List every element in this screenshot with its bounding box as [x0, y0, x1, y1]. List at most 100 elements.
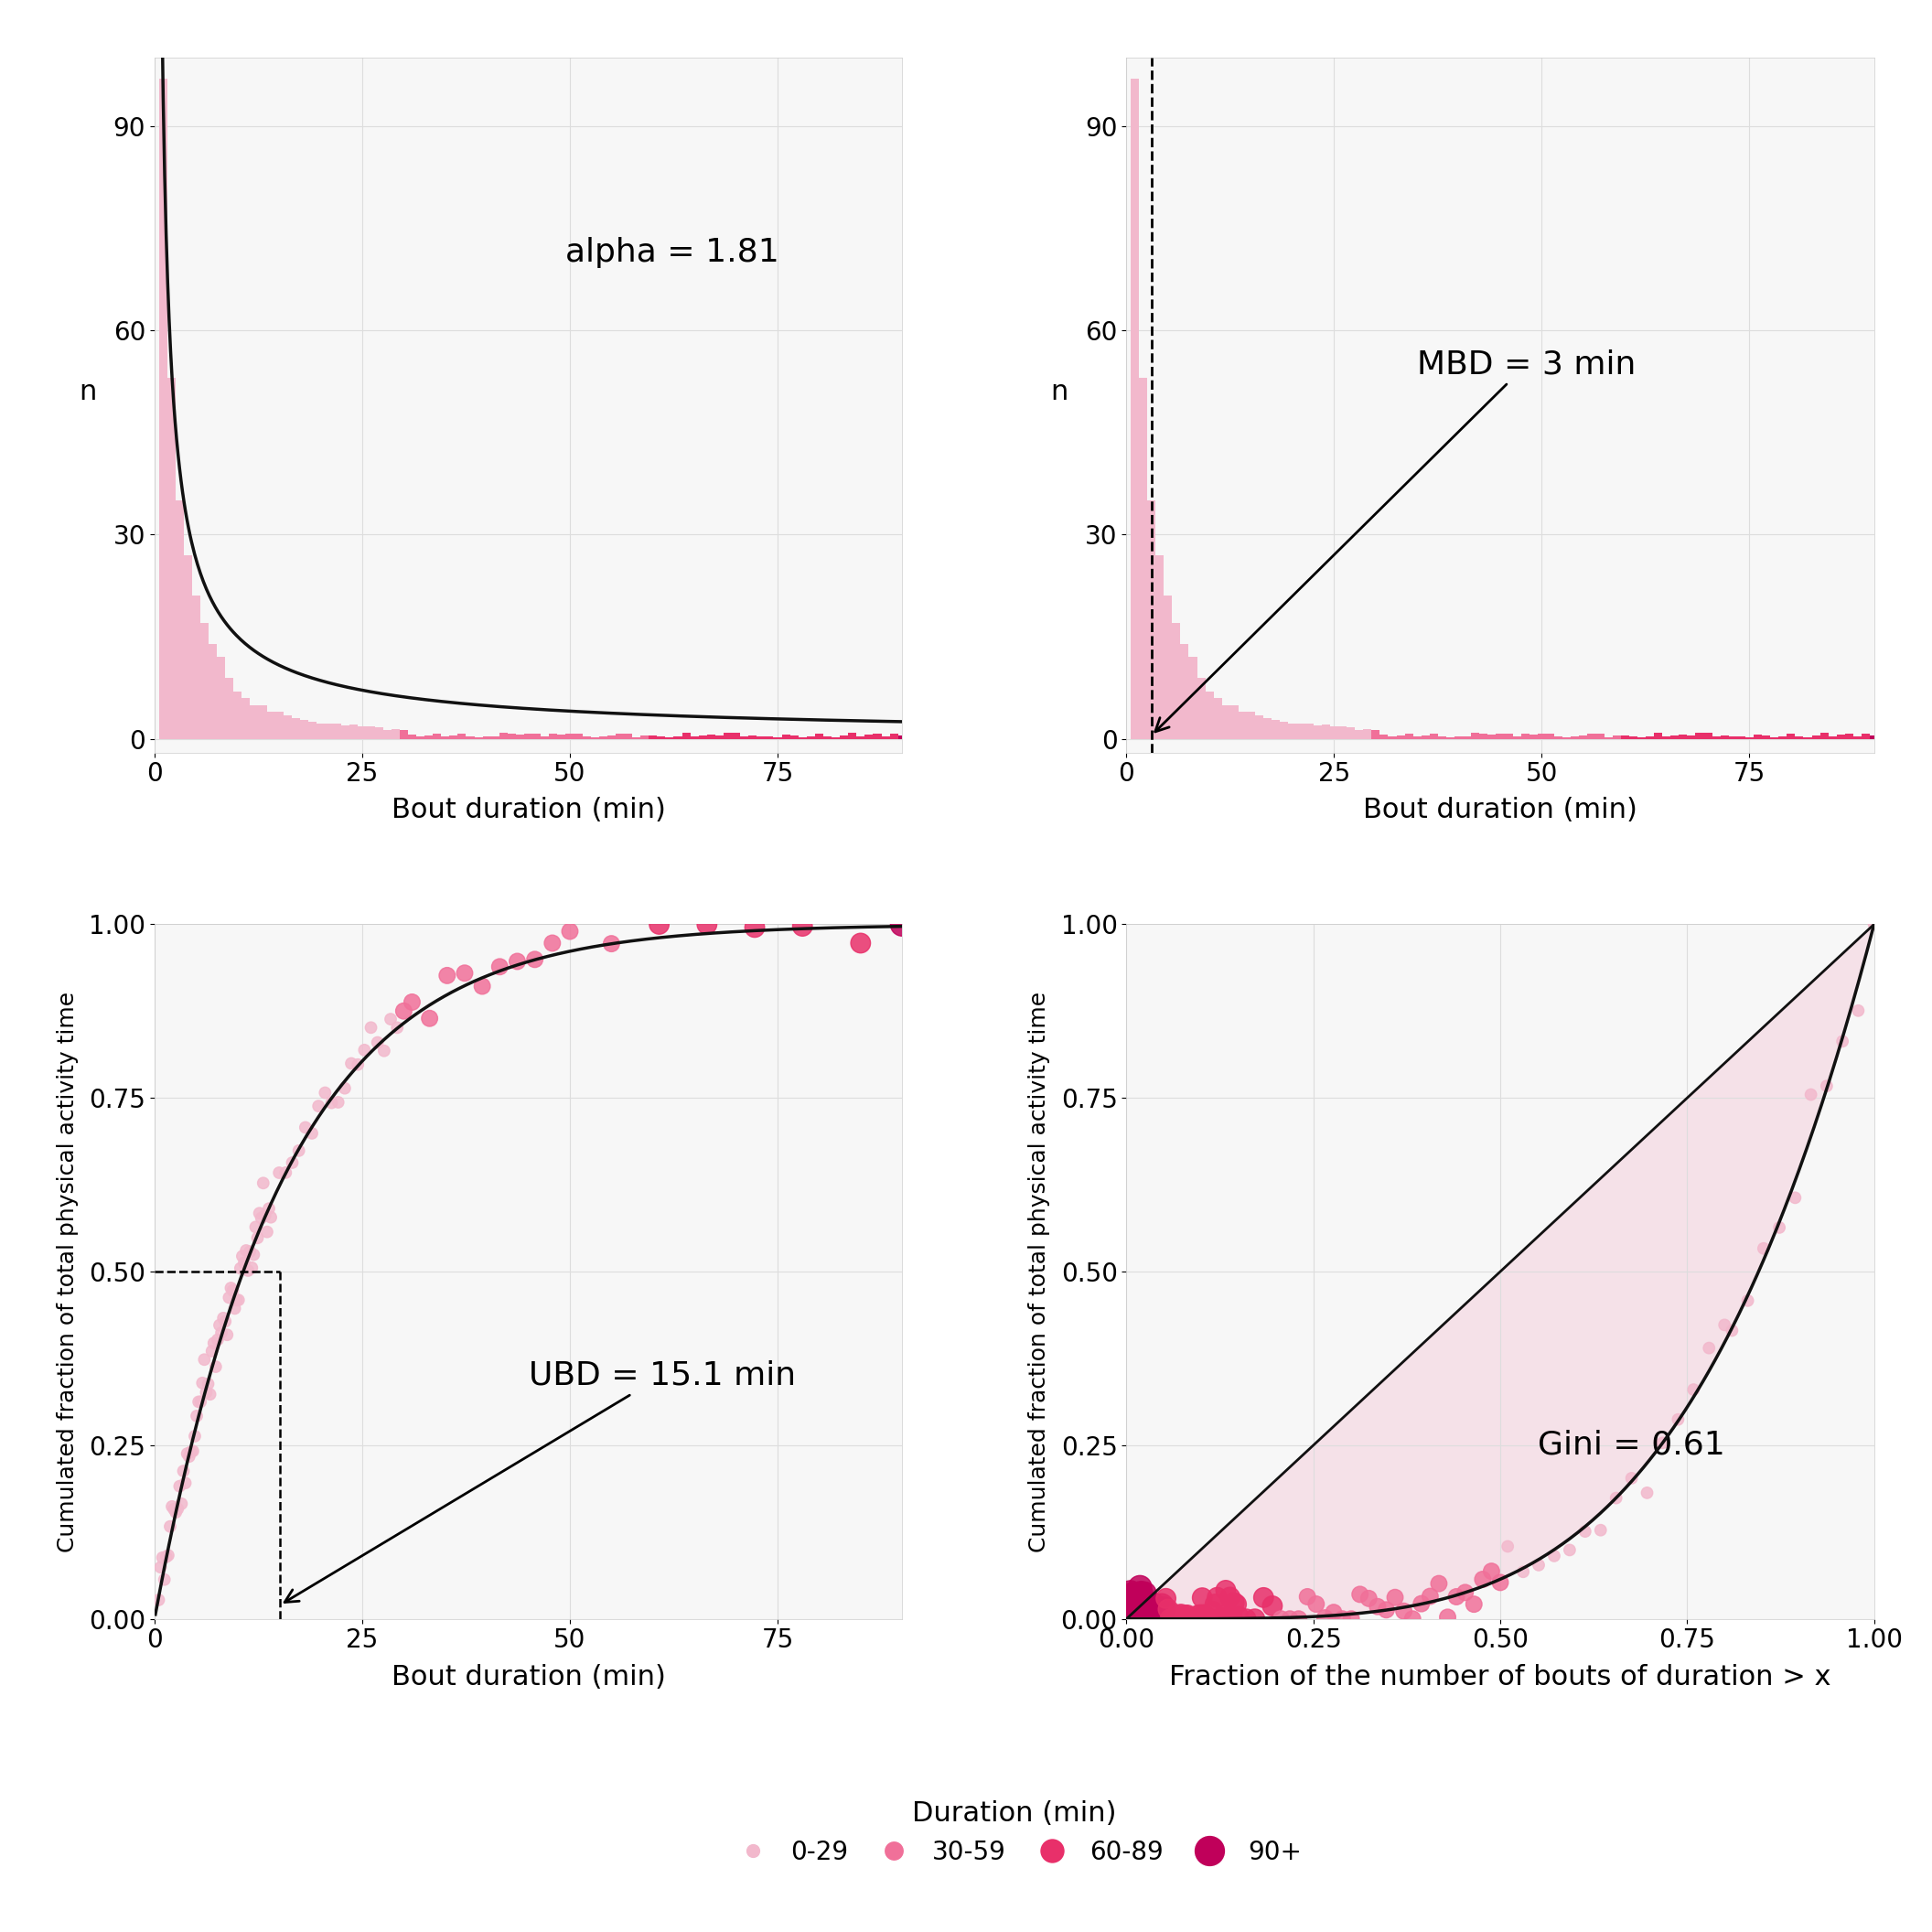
- Point: [1126, 1578, 1157, 1609]
- Point: [692, 908, 723, 939]
- Point: [224, 1252, 255, 1283]
- Bar: [1422, 736, 1430, 738]
- Bar: [649, 736, 657, 738]
- Point: [1126, 1586, 1157, 1617]
- Bar: [740, 736, 748, 738]
- Point: [1397, 1604, 1428, 1634]
- Bar: [1455, 736, 1463, 738]
- Bar: [1654, 732, 1662, 738]
- Bar: [440, 736, 450, 738]
- Point: [1117, 1604, 1148, 1634]
- Bar: [1795, 736, 1803, 738]
- Point: [1122, 1590, 1153, 1621]
- Bar: [641, 734, 649, 738]
- Point: [230, 1235, 261, 1265]
- Point: [1115, 1590, 1146, 1621]
- Bar: [1213, 697, 1221, 738]
- Point: [1379, 1582, 1410, 1613]
- Bar: [317, 723, 325, 738]
- Bar: [201, 624, 209, 738]
- Point: [1122, 1602, 1153, 1633]
- Point: [222, 1285, 253, 1316]
- Point: [243, 1198, 274, 1229]
- Point: [296, 1119, 327, 1150]
- Bar: [433, 734, 440, 738]
- Bar: [1463, 736, 1470, 738]
- Point: [1111, 1600, 1142, 1631]
- Y-axis label: n: n: [1051, 379, 1068, 406]
- Point: [1231, 1604, 1262, 1634]
- Point: [174, 1441, 205, 1472]
- Bar: [234, 692, 242, 738]
- Bar: [176, 500, 184, 738]
- Bar: [508, 734, 516, 738]
- Point: [1300, 1588, 1331, 1619]
- Point: [1327, 1604, 1358, 1634]
- Point: [1117, 1584, 1148, 1615]
- Point: [1119, 1604, 1150, 1634]
- Point: [213, 1320, 243, 1350]
- Point: [276, 1148, 307, 1179]
- Bar: [325, 723, 332, 738]
- Point: [290, 1113, 321, 1144]
- Legend: 0-29, 30-59, 60-89, 90+: 0-29, 30-59, 60-89, 90+: [717, 1789, 1312, 1874]
- Point: [226, 1240, 257, 1271]
- Point: [1679, 1374, 1710, 1405]
- Point: [1153, 1594, 1184, 1625]
- Point: [1121, 1602, 1151, 1633]
- Point: [1389, 1596, 1420, 1627]
- Bar: [757, 736, 765, 738]
- Point: [1134, 1592, 1165, 1623]
- Point: [323, 1088, 354, 1119]
- Bar: [367, 726, 375, 738]
- Bar: [1246, 711, 1256, 738]
- Point: [1173, 1600, 1204, 1631]
- Point: [1633, 1478, 1663, 1509]
- Point: [317, 1088, 348, 1119]
- Point: [1117, 1592, 1148, 1623]
- Point: [232, 1256, 263, 1287]
- Point: [185, 1387, 216, 1418]
- Point: [160, 1497, 191, 1528]
- Point: [180, 1420, 211, 1451]
- Bar: [707, 734, 715, 738]
- Point: [207, 1318, 238, 1349]
- Bar: [383, 730, 392, 738]
- Point: [156, 1492, 187, 1522]
- Point: [1198, 1596, 1229, 1627]
- Point: [182, 1401, 213, 1432]
- Bar: [1812, 736, 1820, 738]
- Bar: [516, 734, 524, 738]
- Bar: [274, 711, 284, 738]
- Point: [1115, 1604, 1146, 1634]
- Bar: [216, 657, 226, 738]
- Bar: [1671, 734, 1679, 738]
- Point: [205, 1310, 236, 1341]
- Point: [168, 1455, 199, 1486]
- Point: [1124, 1573, 1155, 1604]
- Bar: [891, 734, 898, 738]
- Point: [236, 1252, 267, 1283]
- Point: [1140, 1604, 1171, 1634]
- Point: [249, 1200, 280, 1231]
- Point: [143, 1584, 174, 1615]
- Bar: [498, 732, 508, 738]
- Point: [537, 927, 568, 958]
- Bar: [715, 736, 724, 738]
- Point: [1136, 1604, 1167, 1634]
- Point: [1169, 1600, 1200, 1631]
- Point: [485, 951, 516, 981]
- Point: [336, 1047, 367, 1078]
- Bar: [1553, 736, 1563, 738]
- Point: [1215, 1582, 1246, 1613]
- Point: [1119, 1604, 1150, 1634]
- Bar: [607, 736, 616, 738]
- Bar: [415, 736, 425, 738]
- Point: [1362, 1592, 1393, 1623]
- Point: [1828, 1026, 1859, 1057]
- Point: [145, 1551, 176, 1582]
- Point: [1155, 1604, 1186, 1634]
- Point: [1128, 1578, 1159, 1609]
- Point: [1372, 1594, 1403, 1625]
- Bar: [1803, 736, 1812, 738]
